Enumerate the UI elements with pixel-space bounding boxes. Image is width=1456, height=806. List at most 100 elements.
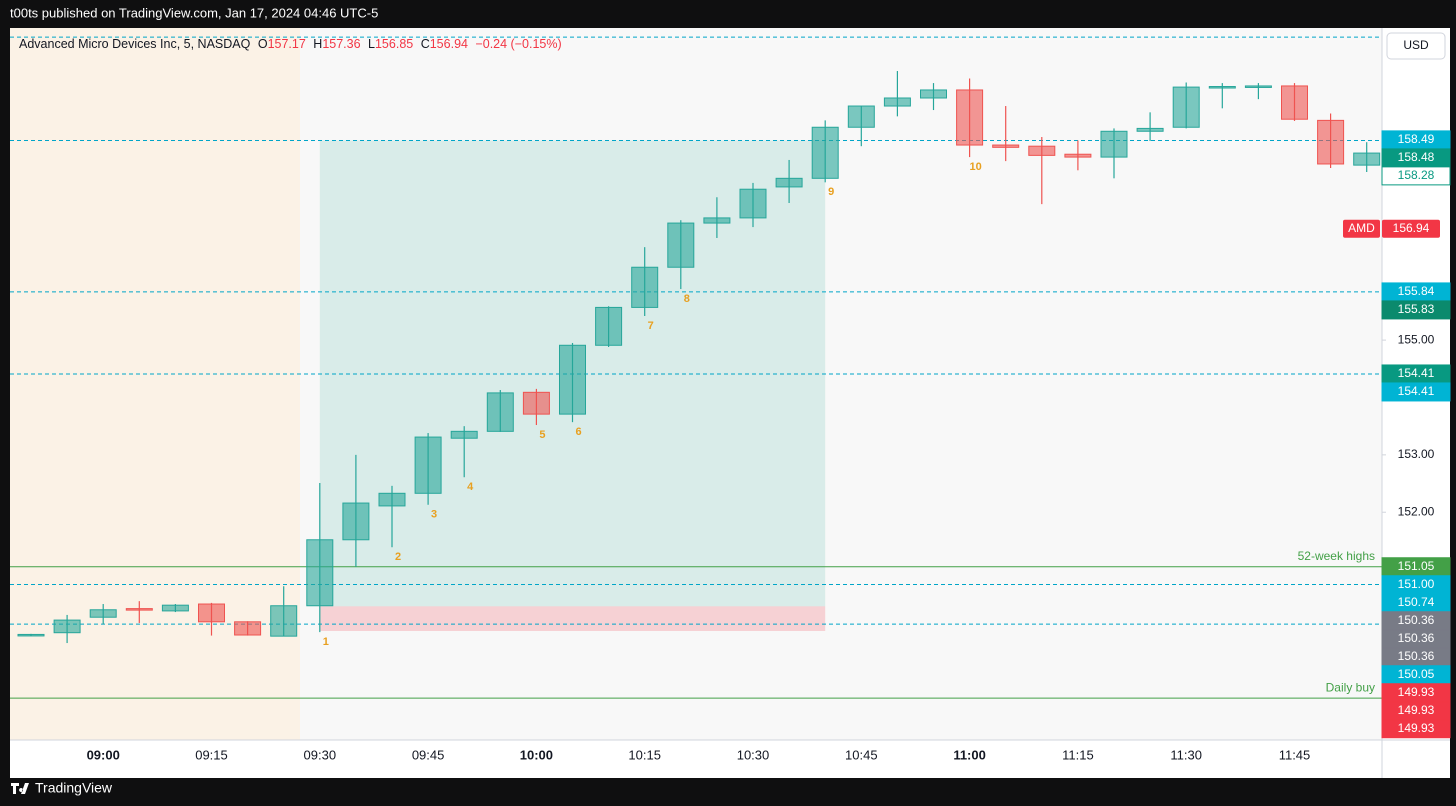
candle-body — [414, 436, 442, 494]
candle-body — [992, 144, 1020, 148]
candle-body — [1028, 145, 1056, 156]
candle-body — [450, 430, 478, 439]
y-tick-label: 155.00 — [1398, 332, 1435, 346]
candle-body — [53, 619, 81, 634]
price-badge-label: 154.41 — [1398, 366, 1435, 380]
candle-body — [198, 603, 225, 623]
x-tick-label: 10:00 — [520, 747, 553, 762]
candle-body — [17, 633, 45, 637]
candle-body — [775, 177, 803, 188]
publish-info: t00ts published on TradingView.com, Jan … — [10, 5, 378, 20]
candle-body — [883, 97, 911, 107]
x-tick-label: 10:30 — [737, 747, 770, 762]
candle-body — [1317, 119, 1345, 165]
candle-body — [739, 188, 767, 219]
price-badge-label: 150.36 — [1398, 631, 1435, 645]
candle-body — [667, 222, 695, 268]
price-badge-label: 158.28 — [1398, 168, 1435, 182]
candle-body — [595, 306, 623, 346]
price-badge-label: 149.93 — [1398, 685, 1435, 699]
axis-layer: 152.00153.00155.00158.0009:0009:1509:300… — [87, 130, 1451, 762]
brand-logo — [11, 783, 29, 794]
x-tick-label: 11:30 — [1170, 747, 1202, 762]
brand: TradingView — [35, 780, 113, 796]
legend-name: Advanced Micro Devices Inc, 5, NASDAQ — [19, 37, 251, 51]
x-tick-label: 09:15 — [195, 747, 228, 762]
candle-body — [559, 344, 586, 415]
legend-l: L — [368, 37, 375, 51]
price-badge-label: 149.93 — [1398, 703, 1435, 717]
currency-button[interactable] — [1386, 32, 1446, 60]
candle-body — [342, 502, 370, 541]
candle-body — [1172, 86, 1200, 128]
candle-body — [847, 105, 875, 128]
legend-high: 157.36 — [322, 37, 360, 51]
candle-body — [125, 608, 153, 611]
candle-body — [306, 539, 334, 607]
x-tick-label: 09:45 — [412, 747, 445, 762]
symbol-badge-name: AMD — [1348, 221, 1375, 235]
x-tick-label: 09:30 — [304, 747, 337, 762]
legend-change: −0.24 (−0.15%) — [475, 37, 561, 51]
legend-open: 157.17 — [268, 37, 306, 51]
x-tick-label: 10:15 — [628, 747, 661, 762]
level-label: 52-week highs — [1298, 549, 1375, 563]
price-badge-label: 150.74 — [1398, 595, 1435, 609]
candle-body — [631, 266, 659, 308]
currency[interactable]: USD — [1403, 38, 1429, 52]
price-badge-label: 151.00 — [1398, 577, 1435, 591]
price-badge — [1381, 719, 1451, 739]
price-badge-label: 158.48 — [1398, 150, 1435, 164]
bar-count: 9 — [828, 186, 834, 198]
legend-low: 156.85 — [375, 37, 413, 51]
level-label: Daily buy — [1326, 680, 1375, 694]
bar-count: 2 — [395, 551, 401, 563]
bar-count: 8 — [684, 293, 690, 305]
y-tick-label: 152.00 — [1398, 504, 1435, 518]
price-badge-label: 155.84 — [1398, 284, 1435, 298]
candle-body — [920, 89, 947, 99]
symbol-badge-name-bg — [1343, 219, 1380, 238]
symbol-badge-bg — [1382, 219, 1440, 238]
bar-count: 10 — [969, 161, 981, 173]
candle-body — [161, 604, 189, 612]
candle-body — [811, 126, 839, 179]
bar-count: 1 — [323, 636, 329, 648]
candle-body — [270, 605, 298, 637]
price-badge-label: 149.93 — [1398, 721, 1435, 735]
legend-o: O — [258, 37, 268, 51]
price-badge-label: 150.05 — [1398, 667, 1435, 681]
legend-close: 156.94 — [430, 37, 468, 51]
price-badge-label: 151.05 — [1398, 559, 1435, 573]
candle-body — [1208, 86, 1236, 89]
symbol-badge-value: 156.94 — [1393, 221, 1430, 235]
bar-count: 6 — [575, 426, 581, 438]
candle-body — [234, 621, 262, 636]
x-tick-label: 09:00 — [87, 747, 120, 762]
x-tick-label: 10:45 — [845, 747, 878, 762]
candle-body — [89, 609, 117, 618]
position-stop-zone — [319, 606, 826, 631]
x-tick-label: 11:00 — [953, 747, 986, 762]
candle-body — [486, 392, 514, 432]
candle-body — [1353, 152, 1381, 166]
candle-body — [1064, 153, 1092, 158]
candle-body — [378, 492, 406, 507]
candle-body — [703, 217, 731, 224]
x-tick-label: 11:15 — [1062, 747, 1094, 762]
candle-body — [1136, 127, 1164, 132]
plot-layer: 52-week highs Daily buy 1 2 3 4 5 6 7 8 9 10 — [10, 36, 1382, 699]
legend-c: C — [421, 37, 430, 51]
bar-count: 5 — [539, 429, 545, 441]
legend-h: H — [313, 37, 322, 51]
candle-body — [522, 391, 550, 415]
x-tick-label: 11:45 — [1279, 747, 1311, 762]
price-badge-label: 150.36 — [1398, 613, 1435, 627]
price-badge-label: 155.83 — [1398, 302, 1435, 316]
candle-body — [956, 89, 984, 146]
price-badge — [1381, 382, 1451, 402]
legend: Advanced Micro Devices Inc, 5, NASDAQ O1… — [19, 37, 562, 51]
y-tick-label: 153.00 — [1398, 447, 1435, 461]
bar-count: 4 — [467, 481, 474, 493]
